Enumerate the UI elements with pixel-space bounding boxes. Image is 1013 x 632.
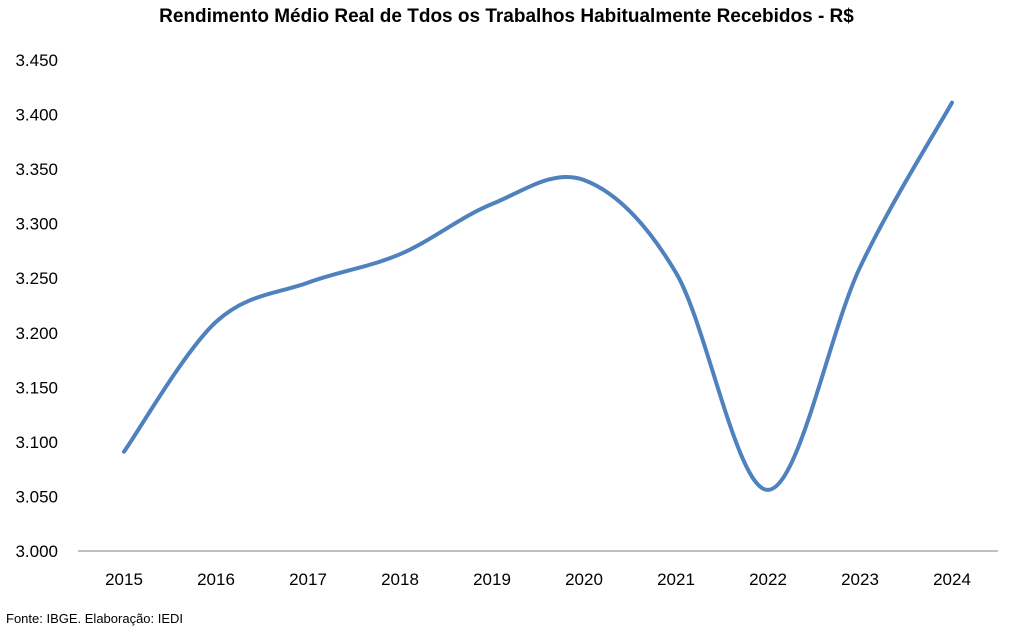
y-tick-label: 3.100 xyxy=(15,433,58,452)
x-tick-label: 2016 xyxy=(197,570,235,589)
y-tick-label: 3.000 xyxy=(15,542,58,561)
y-tick-label: 3.050 xyxy=(15,487,58,506)
y-tick-label: 3.450 xyxy=(15,51,58,70)
y-tick-label: 3.150 xyxy=(15,378,58,397)
y-tick-label: 3.350 xyxy=(15,160,58,179)
source-note: Fonte: IBGE. Elaboração: IEDI xyxy=(6,611,184,626)
x-tick-label: 2024 xyxy=(933,570,971,589)
series-line xyxy=(122,100,954,492)
y-tick-label: 3.200 xyxy=(15,324,58,343)
y-tick-label: 3.300 xyxy=(15,215,58,234)
y-tick-label: 3.250 xyxy=(15,269,58,288)
y-tick-label: 3.400 xyxy=(15,106,58,125)
chart-title: Rendimento Médio Real de Tdos os Trabalh… xyxy=(159,6,854,27)
x-tick-label: 2023 xyxy=(841,570,879,589)
x-tick-label: 2021 xyxy=(657,570,695,589)
y-axis-ticks: 3.000 3.050 3.100 3.150 3.200 3.250 3.300 3.350… xyxy=(15,51,58,561)
x-tick-label: 2019 xyxy=(473,570,511,589)
x-tick-label: 2015 xyxy=(105,570,143,589)
x-axis-ticks: 2015 2016 2017 2018 2019 2020 2021 2022 2023 2024 xyxy=(105,570,971,589)
x-tick-label: 2022 xyxy=(749,570,787,589)
x-tick-label: 2017 xyxy=(289,570,327,589)
x-tick-label: 2020 xyxy=(565,570,603,589)
x-tick-label: 2018 xyxy=(381,570,419,589)
